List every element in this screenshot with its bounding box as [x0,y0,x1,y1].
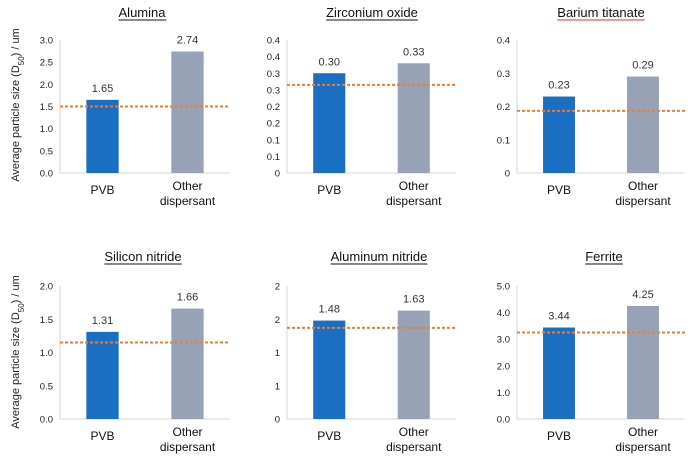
data-label: 0.30 [319,56,340,68]
chart-title: Silicon nitride [104,249,181,264]
x-category-label: dispersant [160,194,216,208]
y-tick-label: 1 [275,381,280,392]
y-tick-label: 0.2 [497,102,510,113]
y-tick-label: 0.3 [267,85,280,96]
x-category-label: dispersant [160,440,216,454]
x-category-label: PVB [90,183,114,197]
y-tick-label: 0.3 [497,69,510,80]
chart-title: Alumina [119,5,167,20]
data-label: 1.63 [403,294,424,306]
y-tick-label: 0.4 [267,52,280,63]
chart-panel: Aluminum nitride 0 1 1 2 2 1.48 1.63 PVB Otherdis… [275,249,456,454]
y-tick-label: 2 [275,315,280,326]
x-category-label: Other [399,179,429,193]
y-tick-label: 1.0 [497,388,510,399]
y-tick-label: 0.0 [40,169,53,180]
chart-panel: Ferrite 0.0 1.0 2.0 3.0 4.0 5.0 3.44 4.25 PVB Othe… [497,249,685,454]
y-tick-label: 0.5 [40,381,53,392]
bar-pvb [313,73,346,173]
data-label: 2.74 [177,35,198,47]
data-label: 0.33 [403,46,424,58]
y-tick-label: 2.5 [40,58,53,69]
y-tick-label: 1.0 [40,124,53,135]
bar-pvb [543,327,575,419]
bar-other-dispersant [627,76,659,173]
chart-title: Zirconium oxide [326,5,418,20]
bar-pvb [313,320,346,419]
y-axis-label-top: Average particle size (D50) / um [10,28,26,182]
data-label: 0.23 [548,80,569,92]
x-category-label: PVB [547,183,571,197]
chart-panel: Alumina 0.0 0.5 1.0 1.5 2.0 2.5 3.0 1.65 2.74 PVB O… [40,5,230,208]
x-category-label: dispersant [615,440,671,454]
x-category-label: Other [172,179,202,193]
y-tick-label: 0.2 [267,119,280,130]
data-label: 3.44 [548,310,569,322]
chart-title: Aluminum nitride [331,249,428,264]
x-category-label: PVB [317,429,341,443]
data-label: 0.29 [632,60,653,72]
bar-other-dispersant [171,308,204,419]
y-tick-label: 0.1 [497,135,510,146]
y-tick-label: 4.0 [497,308,510,319]
x-category-label: dispersant [386,194,442,208]
bar-pvb [86,99,119,173]
y-tick-label: 0 [505,169,510,180]
chart-panel: Barium titanate 0 0.1 0.2 0.3 0.4 0.23 0.29 PVB O… [497,5,685,208]
y-tick-label: 0.4 [497,36,510,47]
y-tick-label: 1.5 [40,102,53,113]
bar-other-dispersant [627,305,659,419]
y-tick-label: 0 [275,415,280,426]
y-tick-label: 2.0 [497,361,510,372]
y-tick-label: 1 [275,348,280,359]
x-category-label: Other [172,425,202,439]
y-tick-label: 0.1 [267,135,280,146]
y-tick-label: 2.0 [40,80,53,91]
y-tick-label: 1.0 [40,348,53,359]
data-label: 1.66 [177,292,198,304]
data-label: 4.25 [632,289,653,301]
y-tick-label: 0.3 [267,69,280,80]
y-tick-label: 1.5 [40,315,53,326]
x-category-label: Other [628,425,658,439]
x-category-label: Other [628,179,658,193]
y-tick-label: 3.0 [497,335,510,346]
y-tick-label: 3.0 [40,36,53,47]
x-category-label: PVB [547,429,571,443]
x-category-label: PVB [90,429,114,443]
x-category-label: dispersant [615,194,671,208]
chart-title: Barium titanate [557,5,644,20]
chart-panel: Silicon nitride 0.0 0.5 1.0 1.5 2.0 1.31 1.66 PV… [40,249,230,454]
y-tick-label: 0.1 [267,152,280,163]
chart-panel: Zirconium oxide 0 0.1 0.1 0.2 0.2 0.3 0.3 0.4 0.4… [267,5,456,208]
bar-pvb [543,96,575,173]
y-tick-label: 0.4 [267,36,280,47]
data-label: 1.48 [319,304,340,316]
y-tick-label: 0.0 [497,415,510,426]
y-tick-label: 2 [275,282,280,293]
y-tick-label: 0.0 [40,415,53,426]
bar-other-dispersant [397,310,430,419]
bar-other-dispersant [397,63,430,173]
y-axis-label-bottom: Average particle size (D50) / um [10,275,26,429]
y-tick-label: 2.0 [40,282,53,293]
y-tick-label: 5.0 [497,282,510,293]
data-label: 1.65 [92,83,113,95]
y-tick-label: 0.2 [267,102,280,113]
x-category-label: PVB [317,183,341,197]
y-tick-label: 0.5 [40,146,53,157]
bar-other-dispersant [171,51,204,173]
chart-title: Ferrite [585,249,623,264]
data-label: 1.31 [92,315,113,327]
y-tick-label: 0 [275,169,280,180]
x-category-label: dispersant [386,440,442,454]
x-category-label: Other [399,425,429,439]
bar-pvb [86,331,119,419]
